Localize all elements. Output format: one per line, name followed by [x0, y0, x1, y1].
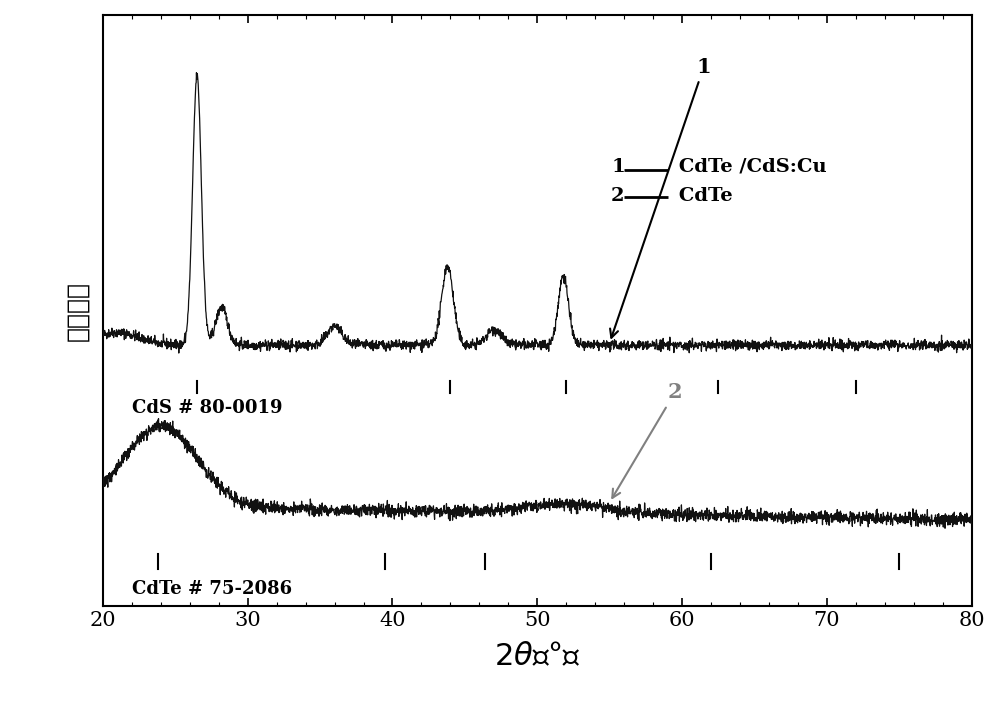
Text: CdTe # 75-2086: CdTe # 75-2086 [132, 580, 292, 599]
Text: CdTe: CdTe [672, 187, 733, 205]
Text: CdTe /CdS:Cu: CdTe /CdS:Cu [672, 158, 827, 176]
Text: 2: 2 [612, 383, 682, 498]
Y-axis label: 相对强度: 相对强度 [65, 280, 89, 341]
X-axis label: $2\theta$（°）: $2\theta$（°） [494, 641, 581, 672]
Text: CdS # 80-0019: CdS # 80-0019 [132, 399, 282, 417]
Text: 2: 2 [611, 187, 625, 205]
Text: 1: 1 [611, 158, 625, 176]
Text: 1: 1 [610, 57, 711, 338]
